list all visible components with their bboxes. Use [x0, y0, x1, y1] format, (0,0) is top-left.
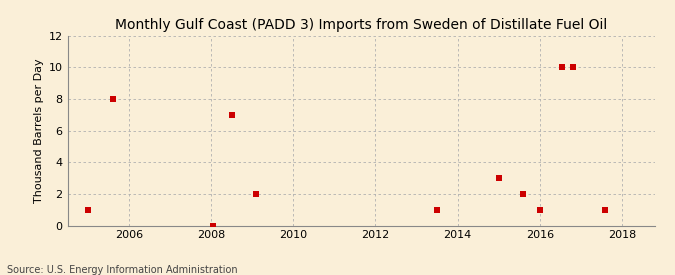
Point — [535, 207, 545, 212]
Point — [567, 65, 578, 70]
Point — [208, 223, 219, 228]
Point — [82, 207, 93, 212]
Y-axis label: Thousand Barrels per Day: Thousand Barrels per Day — [34, 58, 45, 203]
Point — [432, 207, 443, 212]
Point — [107, 97, 118, 101]
Point — [493, 176, 504, 180]
Point — [557, 65, 568, 70]
Point — [600, 207, 611, 212]
Point — [251, 192, 262, 196]
Title: Monthly Gulf Coast (PADD 3) Imports from Sweden of Distillate Fuel Oil: Monthly Gulf Coast (PADD 3) Imports from… — [115, 18, 608, 32]
Point — [518, 192, 529, 196]
Point — [226, 113, 237, 117]
Text: Source: U.S. Energy Information Administration: Source: U.S. Energy Information Administ… — [7, 265, 238, 275]
